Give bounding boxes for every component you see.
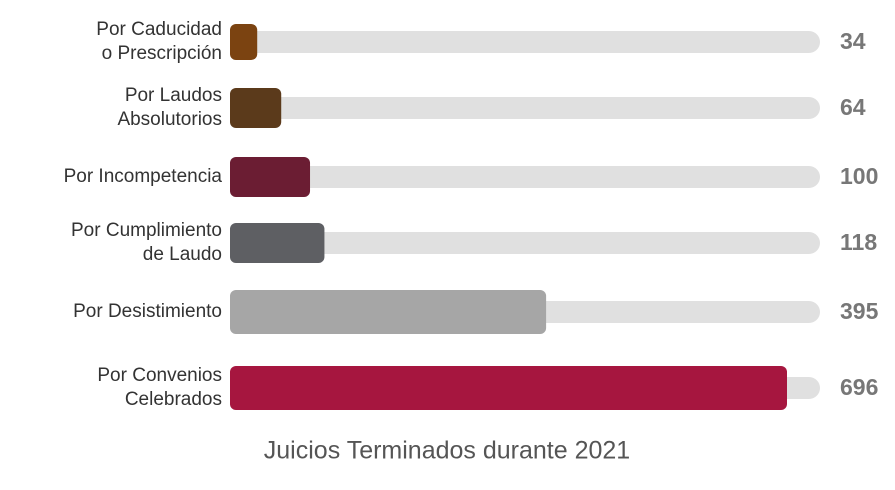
bar [230, 223, 325, 263]
value-label: 100 [840, 163, 878, 189]
bar [230, 88, 282, 128]
bar [230, 290, 547, 334]
value-label: 696 [840, 374, 878, 400]
category-label: Por Incompetencia [64, 166, 223, 187]
bar [230, 366, 787, 410]
bar [230, 24, 258, 60]
value-label: 118 [840, 229, 877, 255]
category-label: Por Laudos Absolutorios [117, 85, 222, 130]
bar-track [230, 97, 820, 119]
category-label: Por Desistimiento [73, 301, 222, 322]
category-label: Por Convenios Celebrados [97, 365, 222, 410]
bar-track [230, 166, 820, 188]
value-label: 64 [840, 94, 866, 120]
category-label: Por Cumplimiento de Laudo [71, 220, 222, 265]
value-label: 395 [840, 298, 879, 324]
bar-track [230, 232, 820, 254]
value-label: 34 [840, 28, 866, 54]
category-label: Por Caducidad o Prescripción [96, 19, 222, 64]
chart-title: Juicios Terminados durante 2021 [264, 437, 630, 465]
bar-track [230, 31, 820, 53]
bar [230, 157, 311, 197]
